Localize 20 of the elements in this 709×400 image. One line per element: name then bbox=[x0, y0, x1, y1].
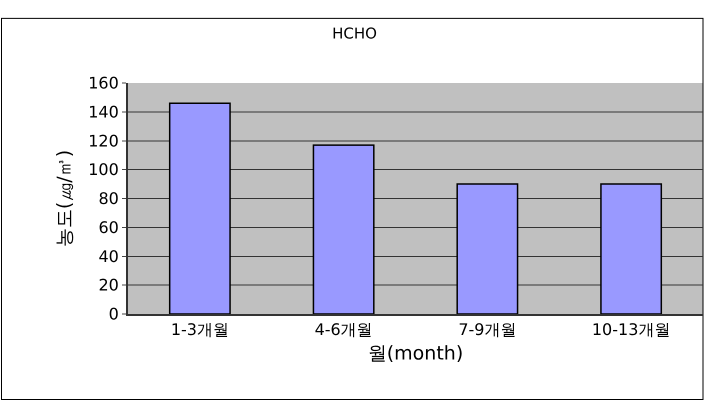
y-tick-label: 0 bbox=[108, 304, 119, 324]
y-tick-label: 60 bbox=[98, 218, 119, 237]
x-tick-label: 7-9개월 bbox=[458, 320, 516, 340]
bar bbox=[456, 183, 518, 314]
x-tick-label: 1-3개월 bbox=[170, 320, 229, 340]
y-tick-label: 80 bbox=[98, 189, 119, 208]
y-axis-title: 농도(㎍/㎥) bbox=[54, 150, 76, 248]
y-tick-label: 100 bbox=[88, 160, 119, 180]
x-tick-label: 4-6개월 bbox=[314, 320, 373, 340]
y-tick-label: 40 bbox=[98, 246, 119, 266]
y-tick-label: 140 bbox=[88, 102, 119, 122]
bar bbox=[312, 144, 375, 314]
bar bbox=[600, 183, 662, 314]
y-tick-label: 120 bbox=[88, 131, 119, 150]
x-axis-title: 월(month) bbox=[368, 342, 464, 364]
y-tick-label: 160 bbox=[88, 74, 119, 93]
chart-title: HCHO bbox=[332, 24, 377, 42]
bar bbox=[168, 102, 231, 314]
y-tick-label: 20 bbox=[98, 276, 119, 295]
x-tick-label: 10-13개월 bbox=[592, 320, 670, 340]
